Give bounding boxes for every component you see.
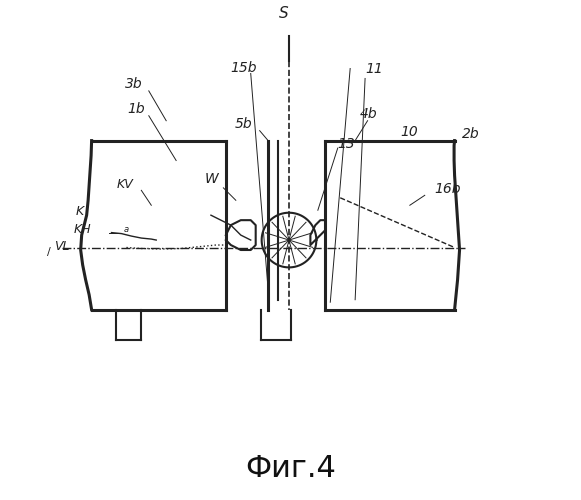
Text: KV: KV xyxy=(117,178,134,191)
Text: 10: 10 xyxy=(400,124,418,138)
Text: 3b: 3b xyxy=(125,78,143,92)
Text: /: / xyxy=(47,247,51,257)
Text: 11: 11 xyxy=(365,62,383,76)
Text: 15b: 15b xyxy=(230,61,257,75)
Text: VL: VL xyxy=(54,240,70,253)
Text: a: a xyxy=(124,224,129,234)
Text: 5b: 5b xyxy=(235,117,252,131)
Text: 4b: 4b xyxy=(360,107,378,121)
Text: 13: 13 xyxy=(338,137,356,151)
Text: K: K xyxy=(76,205,84,218)
Text: W: W xyxy=(205,172,218,186)
Text: Фиг.4: Фиг.4 xyxy=(245,454,336,484)
Text: 16b: 16b xyxy=(435,182,461,196)
Text: 2b: 2b xyxy=(462,127,480,141)
Text: 1b: 1b xyxy=(128,102,145,117)
Text: KH: KH xyxy=(74,222,92,235)
Text: S: S xyxy=(279,6,289,22)
